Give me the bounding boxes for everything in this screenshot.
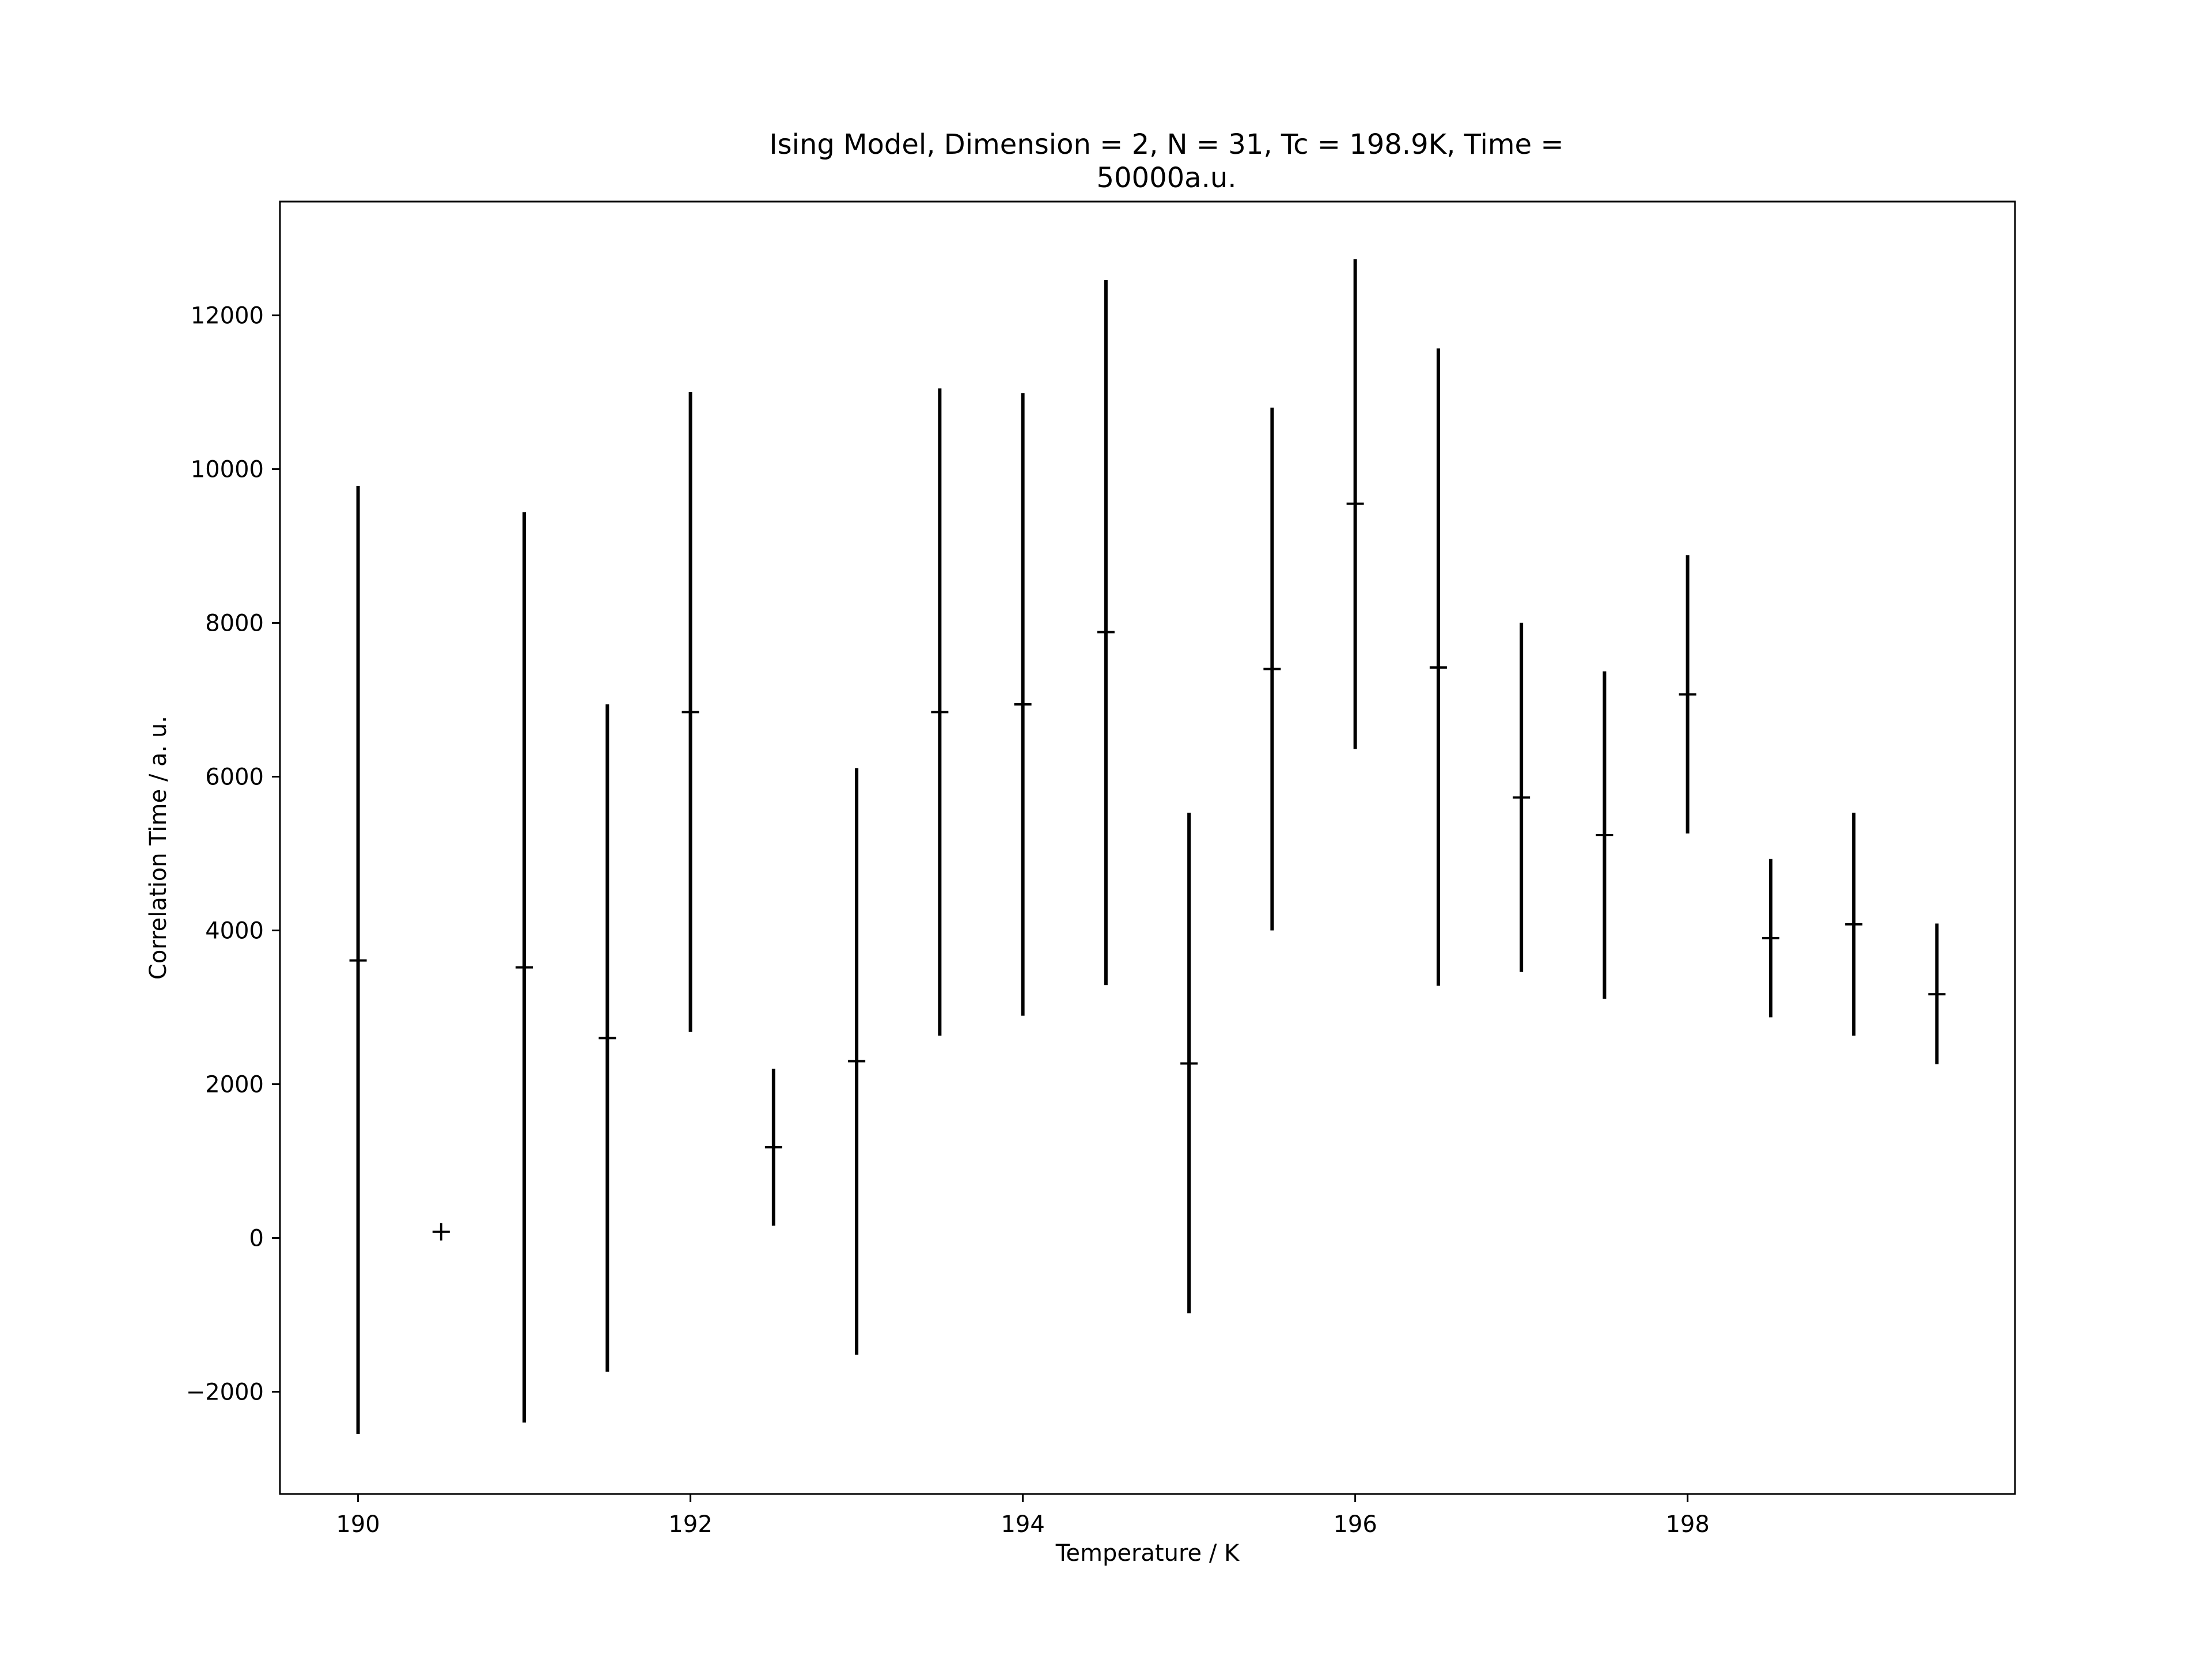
data-point	[1513, 623, 1531, 972]
data-point	[1762, 859, 1779, 1018]
chart-title-line-2: 50000a.u.	[1096, 162, 1236, 194]
y-tick-label: 10000	[191, 457, 264, 483]
chart-title-line-1: Ising Model, Dimension = 2, N = 31, Tc =…	[769, 128, 1563, 161]
x-axis-label: Temperature / K	[1055, 1540, 1240, 1567]
x-tick-label: 198	[1665, 1511, 1709, 1538]
x-tick-label: 196	[1333, 1511, 1377, 1538]
ticks-layer: 190 192 194 196 198 −2000 0 2000 4000 6000 8000 100…	[186, 303, 1710, 1538]
y-tick-label: 4000	[205, 918, 264, 945]
data-point	[349, 486, 367, 1434]
y-tick-label: 6000	[205, 764, 264, 791]
y-tick-label: 12000	[191, 303, 264, 329]
data-point	[931, 388, 949, 1036]
data-point	[1596, 671, 1613, 999]
data-point	[1679, 555, 1696, 834]
data-point	[1346, 259, 1364, 749]
y-tick-label: −2000	[186, 1379, 264, 1405]
data-point	[1429, 348, 1447, 986]
data-point	[1180, 813, 1198, 1314]
data-point	[432, 1223, 450, 1241]
x-tick-label: 190	[336, 1511, 380, 1538]
y-axis-label: Correlation Time / a. u.	[145, 716, 172, 980]
data-point	[681, 392, 699, 1032]
data-point	[1845, 813, 1863, 1036]
data-point	[764, 1068, 782, 1226]
data-point	[599, 704, 616, 1372]
data-point	[1014, 393, 1032, 1016]
y-tick-label: 2000	[205, 1071, 264, 1098]
marks-layer	[349, 259, 1946, 1434]
plot-frame	[279, 200, 2016, 1495]
data-point	[848, 768, 866, 1355]
data-point	[1263, 407, 1281, 931]
y-tick-label: 0	[249, 1225, 264, 1252]
y-tick-label: 8000	[205, 610, 264, 637]
x-tick-label: 192	[668, 1511, 712, 1538]
data-point	[516, 512, 533, 1423]
data-point	[1097, 280, 1115, 985]
data-point	[1928, 923, 1946, 1064]
x-tick-label: 194	[1001, 1511, 1044, 1538]
